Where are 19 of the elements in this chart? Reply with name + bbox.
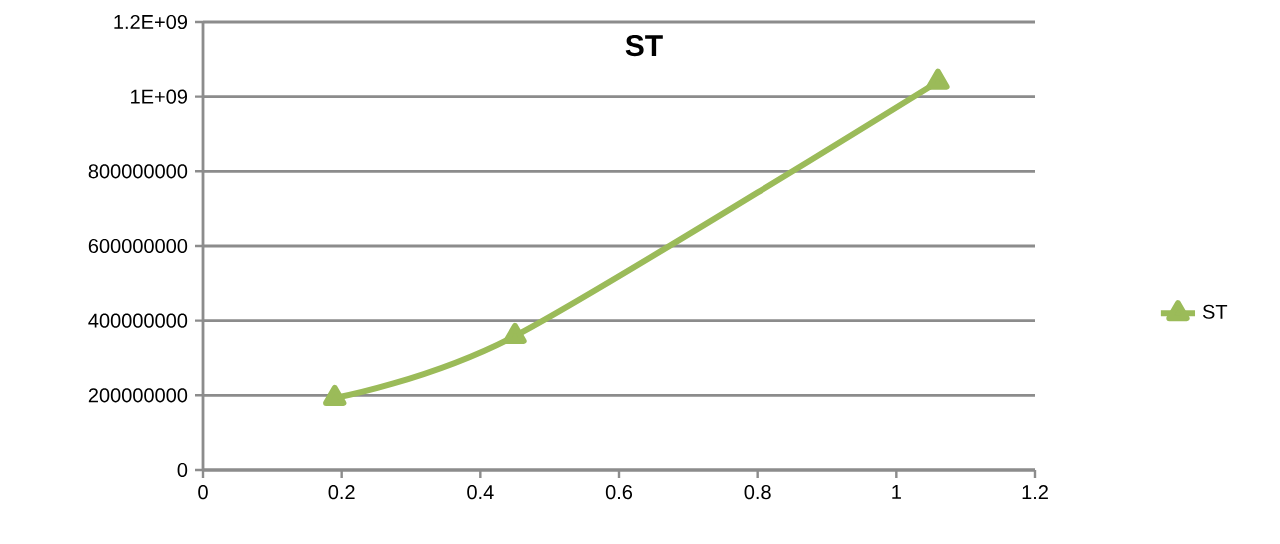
point: [323, 384, 347, 406]
x-tick-label: 1: [892, 485, 901, 499]
y-tick-label: 1E+09: [131, 89, 187, 104]
chart-title: ST: [625, 34, 663, 57]
x-tick-label: 0.6: [605, 485, 633, 500]
y-tick-label: 800000000: [88, 164, 188, 179]
point: [926, 68, 950, 90]
x-tick-label: 0.8: [744, 485, 771, 500]
y-tick-label: 400000000: [88, 313, 188, 328]
x-tick-label: 0: [198, 485, 208, 500]
legend-label: ST: [1202, 304, 1228, 319]
x-tick-label: 1.2: [1022, 485, 1048, 500]
x-tick-label: 0.4: [467, 485, 494, 500]
y-tick-label: 0: [177, 462, 188, 478]
y-tick-label: 200000000: [88, 388, 188, 403]
point: [503, 322, 527, 344]
y-tick-label: 1.2E+09: [114, 14, 188, 30]
y-tick-label: 600000000: [88, 238, 188, 254]
x-tick-label: 0.2: [328, 485, 355, 500]
